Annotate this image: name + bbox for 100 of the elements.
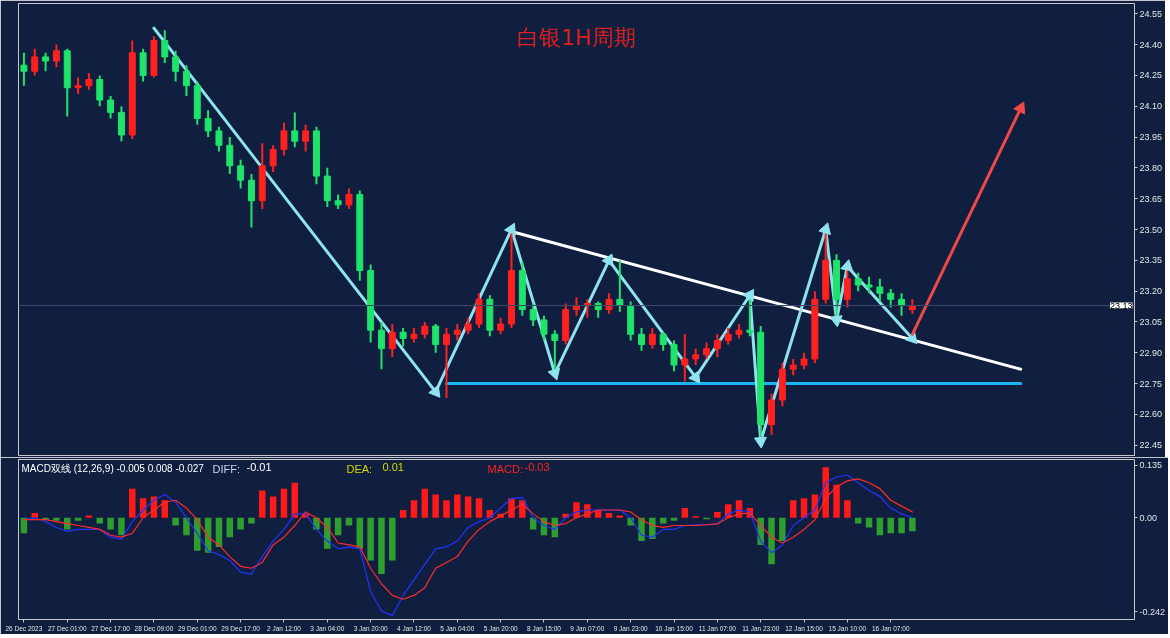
bar: [909, 517, 916, 532]
bar: [410, 500, 418, 518]
y-tick-label: 24.10: [1139, 101, 1163, 112]
candlestick: [237, 158, 245, 190]
candlestick: [605, 292, 613, 315]
bar: [53, 517, 60, 521]
candlestick: [291, 111, 299, 149]
bar: [269, 496, 277, 518]
y-tick-label: 23.05: [1139, 316, 1163, 327]
annotation: -0.01: [246, 460, 272, 473]
y-tick-label: 23.80: [1139, 162, 1163, 173]
text: 白银1H周期: [517, 25, 636, 50]
y-tick-label: 0.00: [1139, 512, 1158, 523]
candlestick: [280, 121, 288, 157]
bar: [443, 500, 450, 518]
annotation: MACD:: [487, 462, 523, 475]
annotation: 0.01: [382, 460, 404, 473]
y-tick-label: 22.90: [1139, 347, 1163, 358]
bar: [378, 517, 385, 575]
bar: [681, 508, 689, 518]
point: [818, 222, 831, 236]
bar: [714, 511, 721, 518]
bar: [844, 500, 851, 518]
candlestick: [31, 47, 39, 77]
candlestick: [713, 333, 721, 358]
annotation: MACD双线 (12,26,9) -0.005 0.008 -0.027: [21, 462, 205, 474]
candlestick: [377, 320, 385, 371]
candlestick: [399, 327, 407, 348]
point: [829, 315, 843, 328]
point: [428, 384, 441, 398]
annotation: -0.03: [524, 460, 550, 473]
bar: [898, 517, 905, 534]
point: [840, 259, 854, 272]
y-tick-label: 24.25: [1139, 70, 1163, 81]
y-tick-label: 22.75: [1139, 378, 1163, 389]
bar: [345, 517, 353, 526]
candlestick: [269, 144, 277, 173]
bar: [670, 517, 678, 521]
candlestick: [638, 327, 645, 352]
candlestick: [659, 331, 667, 352]
bar: [768, 517, 775, 565]
bar: [605, 513, 613, 518]
bar: [183, 517, 190, 536]
candlestick: [139, 47, 147, 83]
candlestick: [20, 51, 28, 87]
candlestick: [432, 323, 440, 354]
annotation: DIFF:: [212, 462, 240, 475]
annotation: DEA:: [346, 462, 373, 475]
candlestick: [247, 173, 255, 229]
y-tick-label: 22.60: [1139, 409, 1163, 420]
candlestick: [540, 314, 548, 342]
bar: [389, 517, 396, 561]
point: [601, 253, 614, 267]
candlestick: [854, 271, 862, 293]
bar: [887, 517, 894, 534]
candlestick: [302, 123, 310, 153]
bar: [85, 515, 93, 518]
y-tick-label: -0.242: [1139, 606, 1166, 617]
bar: [421, 488, 429, 518]
candlestick: [345, 187, 353, 210]
candlestick: [388, 323, 396, 358]
y-tick-label: 23.95: [1139, 132, 1163, 143]
y-tick-label: 24.55: [1139, 8, 1163, 19]
bar: [280, 488, 288, 518]
y-tick-label: 22.45: [1139, 440, 1163, 451]
candlestick: [443, 327, 450, 399]
y-tick-label: 23.35: [1139, 255, 1163, 266]
point: [547, 367, 561, 381]
candlestick: [648, 327, 656, 350]
candlestick: [887, 288, 895, 309]
point: [742, 288, 755, 302]
bar: [399, 509, 407, 518]
y-tick-label: 23.20: [1139, 286, 1163, 297]
y-tick-label: 24.40: [1139, 39, 1163, 50]
point: [753, 436, 767, 449]
candlestick: [876, 277, 884, 303]
bar: [367, 517, 374, 561]
y-tick-label: 0.135: [1139, 460, 1163, 471]
bar: [475, 498, 483, 518]
bar: [616, 515, 624, 518]
bar: [833, 484, 840, 518]
bar: [789, 500, 797, 518]
candlestick: [204, 109, 212, 139]
candlestick: [42, 51, 50, 73]
candlestick: [681, 333, 689, 383]
ref-line-label: 23.13: [1109, 300, 1133, 311]
candlestick: [161, 29, 169, 65]
bar: [74, 517, 82, 521]
candlestick: [172, 49, 180, 83]
bar: [237, 517, 244, 530]
bar: [248, 517, 255, 524]
bar: [800, 498, 808, 518]
bar: [659, 517, 667, 524]
candlestick: [52, 43, 60, 69]
candlestick: [529, 302, 537, 328]
bar: [118, 517, 125, 536]
bar: [226, 517, 234, 538]
y-tick-label: 23.50: [1139, 224, 1163, 235]
bar: [172, 517, 179, 526]
candlestick: [551, 329, 559, 371]
